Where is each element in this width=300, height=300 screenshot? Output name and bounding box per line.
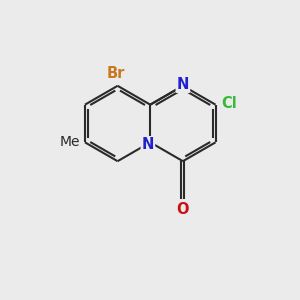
Text: Cl: Cl bbox=[221, 96, 237, 111]
Text: Me: Me bbox=[59, 135, 80, 149]
Text: N: N bbox=[177, 77, 189, 92]
Text: O: O bbox=[177, 202, 189, 217]
Text: N: N bbox=[142, 137, 154, 152]
Text: Br: Br bbox=[107, 66, 125, 81]
